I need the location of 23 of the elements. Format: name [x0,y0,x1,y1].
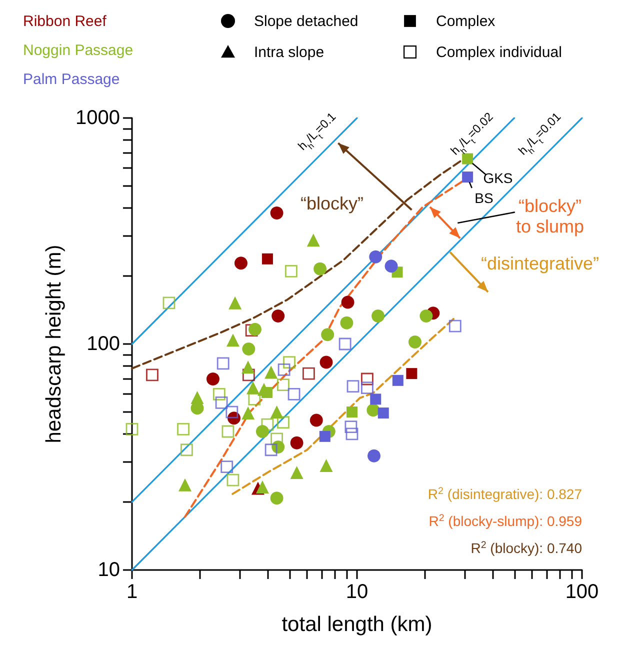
legend-label: Slope detached [254,13,358,30]
x-tick-label: 100 [565,581,599,603]
annotation: “blocky” to slump [516,196,584,237]
x-axis-title: total length (km) [282,613,432,636]
text: Ribbon Reef [23,13,108,30]
text: R$^{2}$ (disintegrative): 0.827 [428,486,582,502]
text: Palm Passage [23,71,120,88]
y-tick-label: 10 [98,559,120,581]
y-tick-label: 1000 [76,107,120,129]
legend-label: Complex individual [436,44,562,61]
legend-label: Complex [436,13,496,30]
annotation: GKS [483,170,513,186]
annotation: BS [474,190,494,206]
y-axis-title: headscarp height (m) [42,244,66,444]
text: R$^{2}$ (blocky): 0.740 [470,540,582,556]
legend-label: Intra slope [254,44,324,61]
annotation: “disintegrative” [480,253,600,274]
x-tick-label: 10 [346,581,368,603]
x-tick-label: 1 [126,581,138,603]
y-tick-label: 100 [86,333,120,355]
text: R$^{2}$ (blocky-slump): 0.959 [428,512,582,529]
text: Noggin Passage [23,42,134,59]
annotation: “blocky” [300,193,364,214]
